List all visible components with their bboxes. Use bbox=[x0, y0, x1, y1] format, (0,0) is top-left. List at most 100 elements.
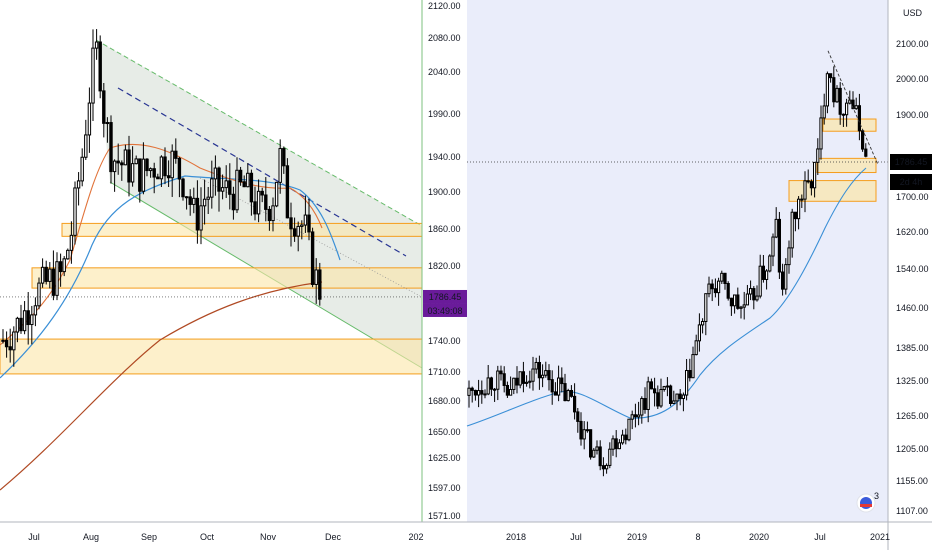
weekly-candle-body bbox=[582, 429, 586, 440]
daily-candle-body bbox=[69, 234, 74, 251]
daily-candle-body bbox=[94, 41, 99, 49]
daily-time-axis-labels: Jul Aug Sep Oct Nov Dec 202 bbox=[28, 532, 423, 542]
weekly-candle-body bbox=[656, 392, 660, 407]
weekly-candle-body bbox=[848, 99, 852, 104]
daily-price-axis[interactable] bbox=[423, 0, 467, 522]
blue-dashed-trendline bbox=[117, 87, 407, 257]
daily-time-tick: Jul bbox=[28, 532, 40, 542]
daily-candle-body bbox=[249, 172, 254, 203]
events-badge[interactable]: 3 bbox=[856, 491, 879, 513]
weekly-candle-body bbox=[592, 449, 596, 458]
daily-time-tick: 202 bbox=[408, 532, 423, 542]
weekly-candle-body bbox=[781, 271, 785, 290]
weekly-price-tick: 1155.00 bbox=[896, 476, 928, 486]
daily-candle-body bbox=[314, 269, 318, 285]
daily-moving-averages bbox=[0, 143, 341, 491]
daily-candle-body bbox=[84, 134, 88, 158]
daily-candle-body bbox=[91, 47, 95, 104]
weekly-price-axis[interactable] bbox=[889, 0, 932, 522]
weekly-candle-body bbox=[813, 161, 817, 189]
daily-candle-body bbox=[300, 224, 304, 227]
daily-candle-body bbox=[177, 157, 182, 180]
weekly-candle-body bbox=[710, 283, 714, 290]
weekly-candle-body bbox=[678, 393, 682, 400]
weekly-price-tick: 2000.00 bbox=[896, 74, 929, 84]
weekly-candle-body bbox=[809, 181, 813, 189]
daily-candle-body bbox=[264, 194, 268, 210]
weekly-candle-body bbox=[630, 414, 634, 420]
weekly-candle-body bbox=[627, 418, 631, 441]
weekly-candle-body bbox=[473, 389, 477, 396]
weekly-candle-body bbox=[486, 377, 490, 395]
daily-price-tick: 1710.00 bbox=[428, 367, 461, 377]
daily-price-tick: 1990.00 bbox=[428, 109, 461, 119]
weekly-candle-body bbox=[595, 446, 599, 451]
daily-candle-body bbox=[152, 168, 156, 178]
daily-time-tick: Sep bbox=[141, 532, 157, 542]
weekly-plot-background bbox=[467, 0, 888, 522]
daily-candle-body bbox=[307, 214, 311, 233]
weekly-candle-body bbox=[566, 390, 570, 402]
weekly-chart-panel[interactable]: 2100.00 2000.00 1900.00 1700.00 1620.00 1540.… bbox=[466, 0, 932, 550]
daily-candle-body bbox=[224, 180, 228, 189]
daily-candles bbox=[1, 29, 322, 367]
weekly-price-tick: 1540.00 bbox=[896, 264, 929, 274]
daily-price-tick: 2080.00 bbox=[428, 33, 461, 43]
weekly-candle-body bbox=[637, 414, 641, 418]
weekly-candle-body bbox=[733, 294, 737, 307]
daily-candle-body bbox=[30, 314, 34, 326]
daily-countdown-tag-text: 03:49:08 bbox=[427, 306, 462, 316]
weekly-price-tag: 1786.45 bbox=[890, 154, 932, 170]
weekly-candle-body bbox=[819, 117, 823, 150]
weekly-candle-body bbox=[726, 283, 730, 299]
daily-price-tick: 1860.00 bbox=[428, 224, 461, 234]
weekly-candle-body bbox=[653, 388, 657, 394]
daily-price-tick: 1740.00 bbox=[428, 336, 461, 346]
daily-chart-panel[interactable]: 2120.00 2080.00 2040.00 1990.00 1940.00 1900.… bbox=[0, 0, 467, 542]
weekly-candle-body bbox=[742, 304, 746, 308]
daily-candle-body bbox=[256, 190, 261, 215]
daily-candle-body bbox=[26, 310, 30, 326]
weekly-candle-body bbox=[563, 383, 567, 402]
weekly-candle-body bbox=[797, 198, 801, 220]
daily-candle-body bbox=[130, 163, 135, 183]
weekly-candle-body bbox=[573, 395, 577, 413]
weekly-candle-body bbox=[547, 370, 551, 381]
daily-candle-body bbox=[296, 225, 300, 237]
daily-candle-body bbox=[271, 205, 275, 222]
weekly-candle-body bbox=[736, 294, 740, 309]
weekly-candle-body bbox=[470, 387, 474, 391]
weekly-candle-body bbox=[768, 255, 772, 272]
daily-candle-body bbox=[195, 197, 200, 231]
weekly-candle-body bbox=[752, 288, 756, 301]
daily-candle-body bbox=[102, 90, 106, 124]
weekly-candle-body bbox=[691, 354, 695, 379]
weekly-candle-body bbox=[774, 218, 778, 238]
weekly-candle-body bbox=[553, 391, 557, 396]
weekly-price-tick: 1620.00 bbox=[896, 227, 929, 237]
weekly-price-tick: 1900.00 bbox=[896, 110, 929, 120]
weekly-candle-body bbox=[589, 429, 593, 458]
weekly-candle-body bbox=[512, 377, 516, 391]
daily-time-tick: Oct bbox=[200, 532, 215, 542]
weekly-candle-body bbox=[825, 73, 829, 107]
weekly-candle-body bbox=[713, 288, 717, 294]
daily-candle-body bbox=[213, 167, 218, 180]
weekly-candle-body bbox=[659, 389, 663, 407]
weekly-candle-body bbox=[537, 361, 541, 379]
ma-200-line bbox=[0, 281, 323, 491]
daily-candle-body bbox=[217, 167, 221, 192]
weekly-trend-lines bbox=[827, 50, 879, 165]
weekly-time-tick: 2018 bbox=[506, 532, 526, 542]
weekly-zone-middle bbox=[816, 157, 877, 174]
weekly-candle-body bbox=[723, 272, 727, 285]
daily-candle-body bbox=[318, 269, 322, 300]
daily-price-tick: 2040.00 bbox=[428, 67, 461, 77]
weekly-candle-body bbox=[480, 390, 484, 395]
daily-price-tick: 1571.00 bbox=[428, 511, 461, 521]
weekly-candle-body bbox=[646, 381, 650, 410]
weekly-candle-body bbox=[560, 377, 564, 385]
weekly-countdown-tag-text: 2d 4h bbox=[900, 177, 923, 187]
daily-candle-body bbox=[127, 149, 131, 183]
